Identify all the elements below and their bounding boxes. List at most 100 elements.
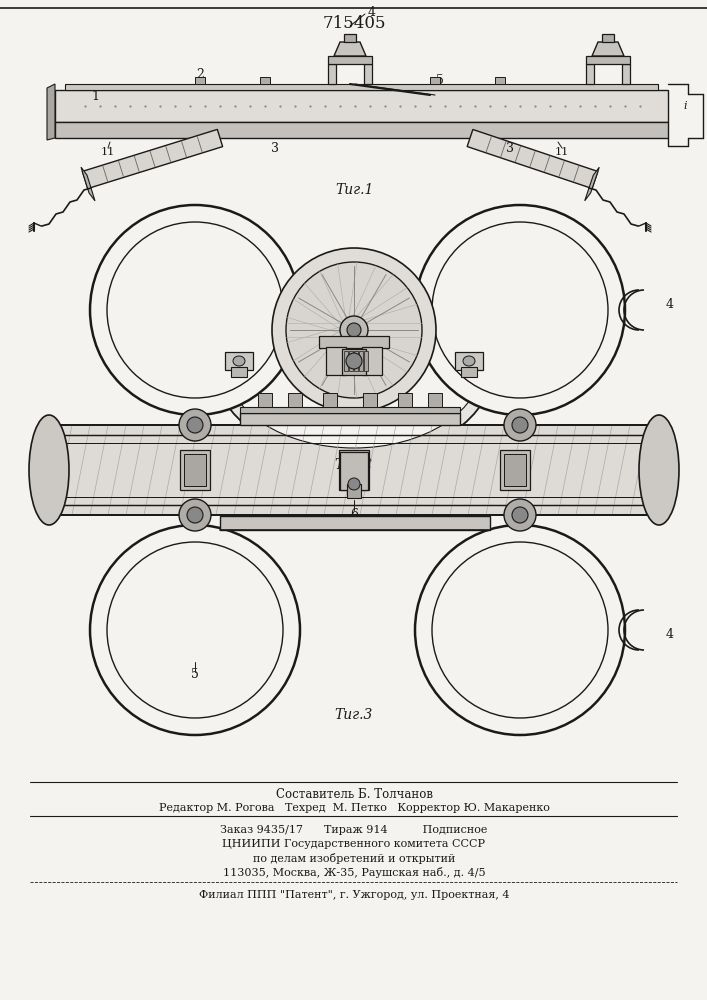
Bar [342,349,366,375]
Ellipse shape [233,356,245,366]
Text: 8: 8 [353,268,361,282]
Polygon shape [65,84,658,90]
Polygon shape [47,84,55,140]
Bar [344,351,348,371]
Ellipse shape [214,270,494,460]
Bar [428,393,442,407]
Ellipse shape [512,417,528,433]
Polygon shape [55,122,668,138]
Bar [363,393,377,407]
Bar [260,77,270,84]
Text: i: i [683,101,686,111]
Ellipse shape [179,409,211,441]
Bar [328,56,372,64]
Bar [602,34,614,42]
Bar [461,367,477,377]
Bar [323,393,337,407]
Polygon shape [82,129,223,189]
Ellipse shape [415,205,625,415]
Ellipse shape [187,417,203,433]
Text: 4: 4 [368,5,376,18]
Ellipse shape [187,507,203,523]
Text: 3: 3 [271,141,279,154]
Text: Составитель Б. Толчанов: Составитель Б. Толчанов [276,788,433,800]
Text: 3: 3 [506,141,514,154]
Text: 4: 4 [205,324,213,336]
Ellipse shape [107,222,283,398]
Text: Τиг.3: Τиг.3 [335,708,373,722]
Bar [240,413,460,425]
Bar [220,516,490,530]
Text: 4: 4 [666,629,674,642]
Ellipse shape [90,205,300,415]
Text: 5: 5 [191,668,199,682]
Ellipse shape [504,499,536,531]
Ellipse shape [179,499,211,531]
Ellipse shape [432,222,608,398]
Bar [328,64,336,84]
Bar [319,336,389,348]
Polygon shape [467,129,598,189]
Bar [180,450,210,490]
Bar [586,64,594,84]
Ellipse shape [272,248,436,412]
Text: 4: 4 [666,298,674,312]
Text: Филиал ППП "Патент", г. Ужгород, ул. Проектная, 4: Филиал ППП "Патент", г. Ужгород, ул. Про… [199,890,509,900]
Text: 113035, Москва, Ж-35, Раушская наб., д. 4/5: 113035, Москва, Ж-35, Раушская наб., д. … [223,866,485,878]
Bar [622,64,630,84]
Bar [364,351,368,371]
Text: Dmin: Dmin [346,338,373,347]
Ellipse shape [347,323,361,337]
Polygon shape [585,167,600,201]
Polygon shape [334,42,366,56]
Bar [326,347,346,375]
Ellipse shape [346,353,362,369]
Bar [339,450,369,490]
Bar [184,454,206,486]
Bar [398,393,412,407]
Text: 1: 1 [91,90,99,103]
Ellipse shape [107,542,283,718]
Bar [347,484,361,498]
Text: 2: 2 [196,68,204,81]
Bar [359,351,363,371]
Text: Заказ 9435/17      Тираж 914          Подписное: Заказ 9435/17 Тираж 914 Подписное [221,825,488,835]
Bar [195,77,205,84]
Text: ЦНИИПИ Государственного комитета СССР: ЦНИИПИ Государственного комитета СССР [223,839,486,849]
Ellipse shape [504,409,536,441]
Ellipse shape [432,542,608,718]
Ellipse shape [348,478,360,490]
Ellipse shape [512,507,528,523]
Text: 715405: 715405 [322,15,386,32]
Text: по делам изобретений и открытий: по делам изобретений и открытий [253,852,455,863]
Text: Редактор М. Рогова   Техред  М. Петко   Корректор Ю. Макаренко: Редактор М. Рогова Техред М. Петко Корре… [158,803,549,813]
Bar [49,425,659,515]
Text: 6: 6 [350,508,358,522]
Polygon shape [55,90,668,122]
Bar [354,351,358,371]
Bar [340,452,368,490]
Text: 11: 11 [101,147,115,157]
Ellipse shape [463,356,475,366]
Bar [344,34,356,42]
Text: 7: 7 [396,268,404,282]
Text: 11: 11 [555,147,569,157]
Bar [225,352,253,370]
Bar [240,407,460,413]
Text: 10: 10 [223,518,237,528]
Bar [586,56,630,64]
Ellipse shape [639,415,679,525]
Text: Τиг.2: Τиг.2 [335,458,373,472]
Bar [231,367,247,377]
Bar [288,393,302,407]
Ellipse shape [340,316,368,344]
Bar [500,450,530,490]
Text: 9: 9 [306,268,314,282]
Text: Τиг.1: Τиг.1 [336,183,374,197]
Bar [455,352,483,370]
Bar [430,77,440,84]
Polygon shape [592,42,624,56]
Bar [495,77,505,84]
Bar [362,347,382,375]
Bar [364,64,372,84]
